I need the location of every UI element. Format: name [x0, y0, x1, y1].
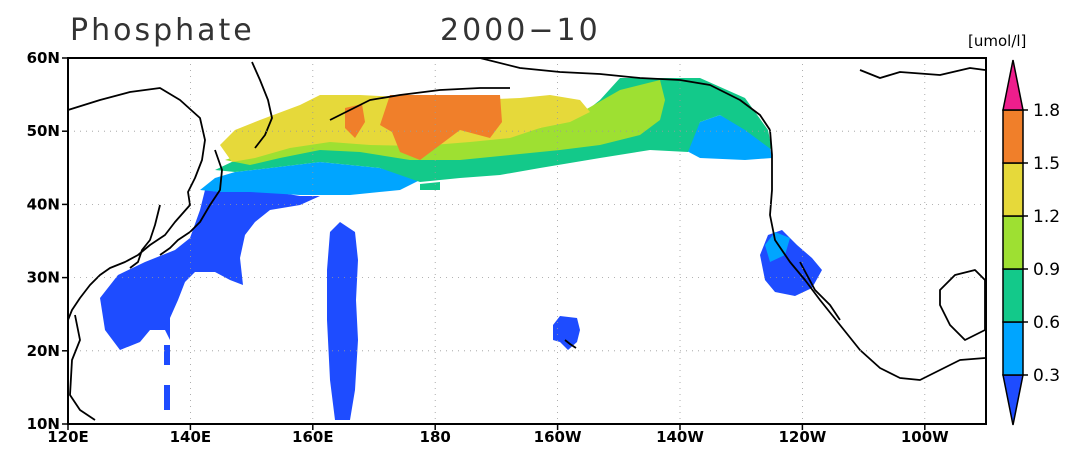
y-tick-label: 30N: [27, 269, 60, 287]
coast-aleutians: [329, 87, 510, 121]
x-tick-label: 160W: [534, 428, 582, 446]
x-tick-label: 140W: [656, 428, 704, 446]
map-title: Phosphate: [70, 13, 255, 48]
map-frame: [67, 57, 987, 425]
colorbar-label: 0.9: [1033, 260, 1060, 280]
colorbar-segment: [1002, 268, 1024, 323]
field-blue-japan: [100, 190, 320, 350]
x-tick-label: 180: [420, 428, 451, 446]
field-blue-strip: [164, 345, 170, 365]
x-tick-label: 120W: [778, 428, 826, 446]
colorbar-label: 0.3: [1033, 366, 1060, 386]
coast-asia: [67, 87, 206, 321]
y-axis: 10N 20N 30N 40N 50N 60N: [27, 49, 68, 433]
field-lightblue-band: [200, 162, 420, 195]
colorbar-segment: [1002, 215, 1024, 270]
coast-gulf-mexico: [939, 269, 986, 341]
field-orange-core: [380, 95, 502, 160]
field-lightblue-gulf: [685, 115, 772, 160]
coast-north-america: [769, 129, 986, 381]
field-blue-hawaii: [553, 316, 580, 350]
coast-philippines: [69, 314, 96, 421]
y-tick-label: 60N: [27, 49, 60, 67]
coast-alaska: [479, 57, 771, 131]
coast-hawaii: [564, 339, 577, 349]
coast-baja: [799, 261, 841, 321]
coast-korea: [129, 204, 161, 269]
y-tick-label: 20N: [27, 342, 60, 360]
colorbar-label: 0.6: [1033, 313, 1060, 333]
colorbar-high-triangle: [1002, 59, 1024, 111]
colorbar-low-triangle: [1002, 374, 1024, 426]
x-tick-label: 160E: [292, 428, 334, 446]
phosphate-field: [100, 78, 822, 420]
field-blue-dateline: [327, 222, 358, 420]
x-tick-label: 140E: [170, 428, 212, 446]
coast-arctic: [859, 67, 986, 79]
x-tick-label: 100W: [901, 428, 949, 446]
y-tick-label: 40N: [27, 195, 60, 213]
coast-kamchatka: [251, 61, 273, 149]
field-lightblue-cali: [765, 232, 790, 262]
x-axis: 120E 140E 160E 180 160W 140W 120W 100W: [47, 424, 949, 446]
colorbar: 0.3 0.6 0.9 1.2 1.5 1.8: [1002, 59, 1060, 426]
y-tick-label: 10N: [27, 415, 60, 433]
colorbar-segment: [1002, 162, 1024, 217]
colorbar-label: 1.2: [1033, 207, 1060, 227]
colorbar-unit: [umol/l]: [968, 32, 1026, 50]
field-green-speck: [420, 182, 440, 190]
x-tick-label: 120E: [47, 428, 89, 446]
map-date: 2000−10: [440, 13, 601, 48]
y-tick-label: 50N: [27, 122, 60, 140]
colorbar-segment: [1002, 321, 1024, 376]
field-blue-strip2: [164, 385, 170, 410]
field-orange-spot: [345, 104, 365, 138]
colorbar-label: 1.8: [1033, 101, 1060, 121]
colorbar-label: 1.5: [1033, 154, 1060, 174]
colorbar-segment: [1002, 109, 1024, 164]
coast-japan: [159, 149, 223, 256]
map-grid: [68, 58, 986, 424]
field-lightgreen-band: [225, 80, 665, 165]
